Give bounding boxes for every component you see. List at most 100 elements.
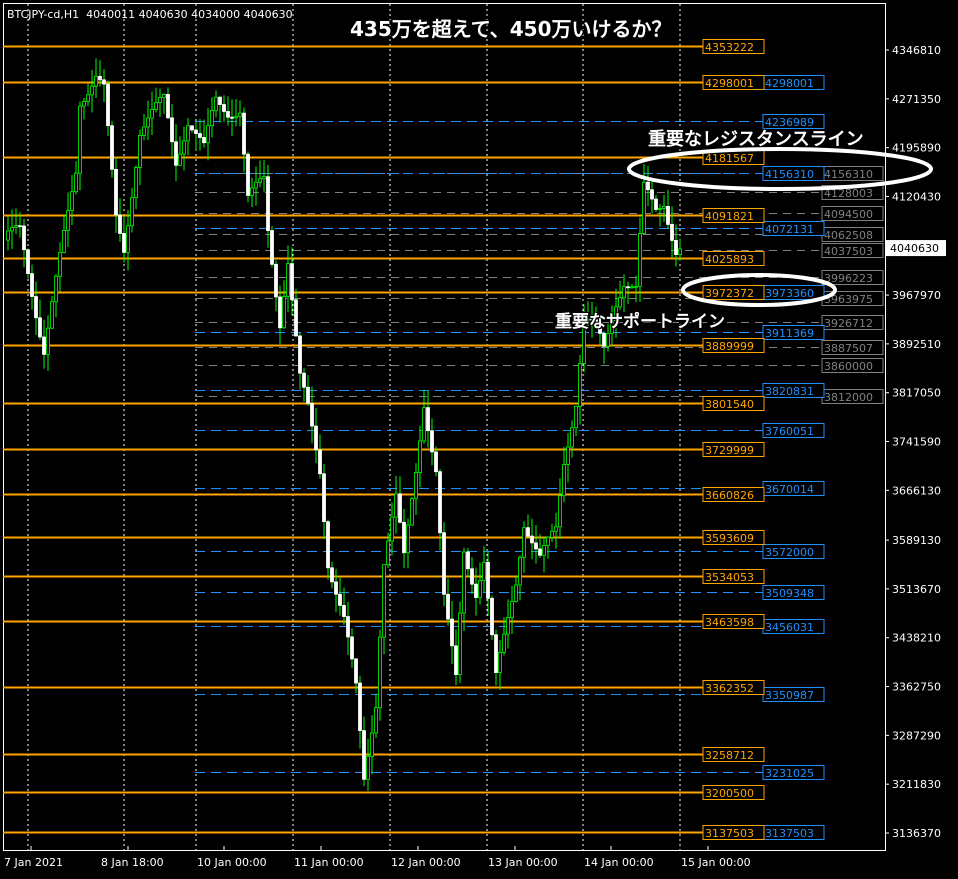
bull-candle (518, 556, 522, 586)
orange-level-label: 3972372 (705, 287, 754, 300)
gray-level-label: 3812000 (824, 391, 873, 404)
gray-level-label-box (821, 206, 884, 221)
bear-candle (242, 112, 246, 155)
y-tick-label: 3287290 (892, 729, 941, 742)
bull-candle (662, 206, 666, 209)
bull-candle (62, 230, 66, 253)
gray-level-label: 3860000 (824, 360, 873, 373)
bear-candle (466, 551, 470, 570)
y-tick-label: 4346810 (892, 44, 941, 57)
bear-candle (334, 581, 338, 595)
bear-candle (362, 730, 366, 780)
bear-candle (430, 430, 434, 453)
orange-level-label-box (702, 208, 765, 223)
orange-level-label: 3463598 (705, 616, 754, 629)
blue-level-label-box (762, 221, 825, 236)
blue-level-label: 3509348 (765, 587, 814, 600)
bull-candle (86, 94, 90, 102)
bear-candle (274, 263, 278, 298)
bull-candle (210, 110, 214, 127)
bear-candle (266, 176, 270, 231)
x-tick-label: 10 Jan 00:00 (197, 856, 267, 869)
bear-candle (346, 616, 350, 638)
bear-candle (230, 116, 234, 119)
blue-level-label: 3137503 (765, 827, 814, 840)
x-tick-label: 7 Jan 2021 (4, 856, 63, 869)
bear-candle (106, 83, 110, 127)
blue-level-label: 3911369 (765, 327, 814, 340)
blue-level-label: 3973360 (765, 287, 814, 300)
bear-candle (654, 198, 658, 210)
orange-level-label: 3593609 (705, 532, 754, 545)
bear-candle (470, 568, 474, 585)
bear-candle (318, 449, 322, 475)
y-tick-label: 4195890 (892, 142, 941, 155)
bull-candle (638, 233, 642, 287)
x-tick-label: 13 Jan 00:00 (488, 856, 558, 869)
bear-candle (354, 658, 358, 684)
bear-candle (218, 96, 222, 105)
bear-candle (534, 542, 538, 550)
bear-candle (490, 597, 494, 636)
x-tick-label: 12 Jan 00:00 (391, 856, 461, 869)
bull-candle (574, 406, 578, 429)
bull-candle (238, 112, 242, 117)
current-price-label: 4040630 (890, 242, 939, 255)
bear-candle (446, 593, 450, 620)
bear-candle (42, 336, 46, 355)
bear-candle (170, 117, 174, 143)
bull-candle (550, 530, 554, 538)
blue-level-label-box (762, 544, 825, 559)
orange-level-label-box (702, 39, 765, 54)
bull-candle (206, 125, 210, 144)
bull-candle (610, 320, 614, 334)
bear-candle (494, 634, 498, 674)
bear-candle (122, 233, 126, 253)
bull-candle (546, 536, 550, 546)
blue-level-label: 4236989 (765, 116, 814, 129)
time-axis: 7 Jan 2021 8 Jan 18:00 10 Jan 00:00 11 Jan … (4, 846, 751, 869)
bull-candle (522, 527, 526, 558)
blue-level-label: 4156310 (765, 168, 814, 181)
gray-level-label: 3963975 (824, 293, 873, 306)
bull-candle (50, 301, 54, 329)
bear-candle (198, 133, 202, 138)
bull-candle (482, 561, 486, 582)
bull-candle (678, 248, 682, 255)
bear-candle (18, 225, 22, 228)
bull-candle (634, 285, 638, 288)
bear-candle (358, 682, 362, 731)
bull-candle (74, 172, 78, 193)
bull-candle (558, 495, 562, 528)
bull-candle (394, 493, 398, 518)
orange-level-label-box (702, 285, 765, 300)
bear-candle (30, 273, 34, 297)
orange-level-label-box (702, 569, 765, 584)
y-tick-label: 4120430 (892, 190, 941, 203)
bear-candle (650, 189, 654, 200)
orange-level-label-box (702, 251, 765, 266)
orange-level-label: 4025893 (705, 253, 754, 266)
price-axis: 4346810 4271350 4195890 4120430 3967970 38925… (885, 4, 946, 850)
bear-candle (174, 141, 178, 166)
orange-level-label: 3362352 (705, 682, 754, 695)
bull-candle (418, 440, 422, 474)
bull-candle (658, 207, 662, 210)
bull-candle (506, 617, 510, 635)
bear-candle (298, 335, 302, 374)
y-tick-label: 3438210 (892, 632, 941, 645)
bear-candle (38, 317, 42, 338)
bull-candle (422, 407, 426, 442)
bear-candle (402, 521, 406, 554)
bear-candle (194, 129, 198, 134)
bear-candle (322, 473, 326, 523)
x-tick-label: 11 Jan 00:00 (294, 856, 364, 869)
blue-level-label: 3231025 (765, 767, 814, 780)
orange-level-label-box (702, 825, 765, 840)
symbol-label: BTCJPY-cd,H1 (7, 8, 80, 21)
orange-level-label-box (702, 785, 765, 800)
bull-candle (258, 178, 262, 183)
gray-level-label-box (821, 270, 884, 285)
bear-candle (278, 296, 282, 329)
